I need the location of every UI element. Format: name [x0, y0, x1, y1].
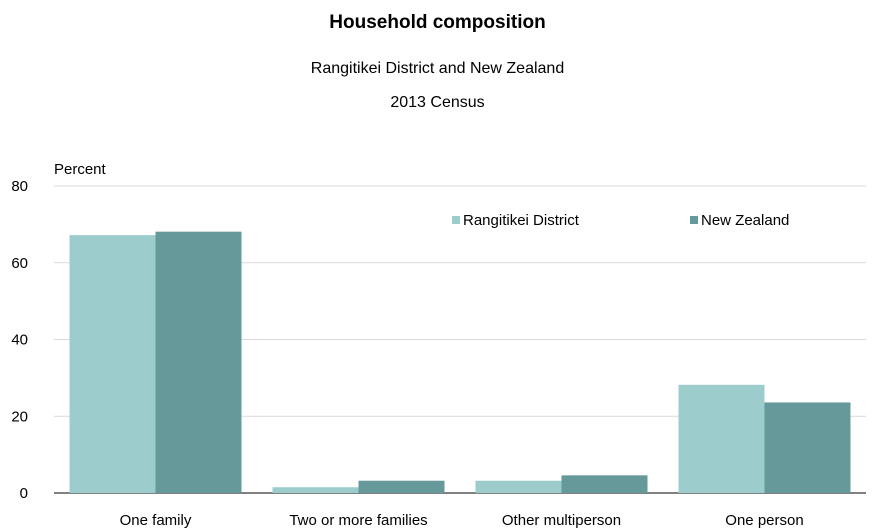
x-category-label: One person — [725, 512, 803, 529]
bar-new-zealand-0 — [155, 231, 242, 493]
x-category-label: Other multiperson — [502, 512, 621, 529]
legend-label: Rangitikei District — [463, 212, 580, 229]
x-category-label: Two or more families — [289, 512, 427, 529]
bar-rangitikei-district-3 — [678, 384, 765, 493]
y-tick-label: 20 — [11, 408, 28, 425]
legend-label: New Zealand — [701, 212, 789, 229]
bar-new-zealand-2 — [561, 475, 648, 493]
y-axis-ticks: 0 20 40 60 80 — [11, 178, 28, 502]
x-category-label: One family — [120, 512, 192, 529]
chart-subtitle-line1: Rangitikei District and New Zealand — [310, 60, 565, 77]
bar-rangitikei-district-2 — [475, 480, 562, 493]
x-axis-categories: One family Two or more families Other mult… — [120, 512, 804, 529]
legend-swatch — [690, 216, 698, 224]
bar-new-zealand-1 — [358, 480, 445, 493]
y-tick-label: 80 — [11, 178, 28, 195]
legend: Rangitikei District New Zealand — [452, 212, 789, 229]
chart-subtitle-line2: 2013 Census — [390, 94, 485, 111]
legend-swatch — [452, 216, 460, 224]
y-axis-label: Percent — [54, 161, 107, 178]
bars — [69, 231, 851, 493]
y-tick-label: 60 — [11, 255, 28, 272]
chart-title: Household composition — [329, 12, 546, 33]
bar-rangitikei-district-1 — [272, 487, 359, 493]
y-tick-label: 40 — [11, 332, 28, 349]
bar-new-zealand-3 — [764, 402, 851, 493]
y-tick-label: 0 — [20, 485, 28, 502]
bar-rangitikei-district-0 — [69, 235, 156, 493]
